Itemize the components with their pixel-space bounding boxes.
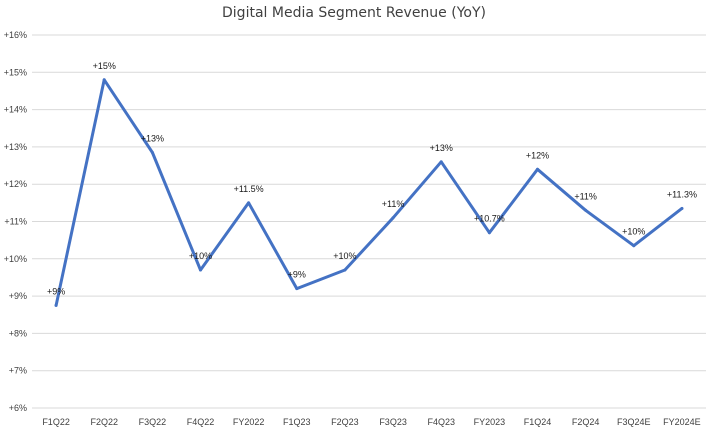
data-point — [102, 78, 106, 82]
data-labels: +9% +15% +13% +10% +11.5% +9% +10% +11% +13% +10.… — [47, 61, 697, 297]
data-label: +10% — [622, 227, 645, 237]
data-point — [487, 231, 491, 235]
data-point — [54, 303, 58, 307]
data-label: +15% — [93, 61, 116, 71]
x-tick-label: F3Q23 — [379, 417, 407, 427]
data-point — [295, 287, 299, 291]
data-label: +11% — [382, 199, 405, 209]
data-label: +9% — [288, 270, 306, 280]
x-axis-ticks: F1Q22 F2Q22 F3Q22 F4Q22 FY2022 F1Q23 F2Q23 F3Q2… — [42, 417, 700, 427]
x-tick-label: F4Q22 — [187, 417, 215, 427]
y-tick-label: +11% — [4, 217, 27, 227]
data-label: +10% — [189, 251, 212, 261]
gridlines — [32, 34, 706, 409]
data-label: +10.7% — [474, 214, 505, 224]
x-tick-label: F1Q22 — [42, 417, 70, 427]
x-tick-label: F2Q22 — [90, 417, 118, 427]
x-tick-label: F2Q24 — [572, 417, 600, 427]
y-tick-label: +16% — [4, 30, 27, 40]
y-tick-label: +14% — [4, 105, 27, 115]
x-tick-label: F3Q22 — [139, 417, 167, 427]
data-label: +13% — [141, 133, 164, 143]
series-line — [54, 78, 684, 307]
data-point — [439, 160, 443, 164]
data-point — [536, 167, 539, 171]
data-label: +11.5% — [234, 184, 264, 194]
x-tick-label: FY2023 — [474, 417, 506, 427]
data-point — [584, 208, 588, 212]
data-label: +11% — [574, 191, 597, 201]
y-tick-label: +12% — [4, 179, 27, 189]
data-point — [247, 201, 251, 205]
data-point — [680, 206, 684, 210]
x-tick-label: FY2022 — [233, 417, 265, 427]
x-tick-label: F2Q23 — [331, 417, 359, 427]
data-label: +11.3% — [667, 189, 697, 199]
data-point — [150, 150, 154, 154]
y-tick-label: +13% — [4, 142, 27, 152]
data-point — [391, 216, 395, 220]
y-tick-label: +7% — [9, 366, 27, 376]
x-tick-label: F1Q23 — [283, 417, 311, 427]
x-tick-label: FY2024E — [663, 417, 701, 427]
y-axis-ticks: +6% +7% +8% +9% +10% +11% +12% +13% +14% +15% +16% — [4, 30, 27, 413]
data-label: +12% — [526, 150, 549, 160]
data-point — [632, 244, 636, 248]
x-tick-label: F3Q24E — [617, 417, 651, 427]
x-tick-label: F1Q24 — [524, 417, 552, 427]
data-point — [199, 268, 202, 272]
data-point — [343, 268, 347, 272]
y-tick-label: +10% — [4, 254, 27, 264]
y-tick-label: +8% — [9, 328, 27, 338]
data-label: +10% — [333, 251, 356, 261]
y-tick-label: +6% — [9, 403, 27, 413]
chart-title: Digital Media Segment Revenue (YoY) — [222, 5, 486, 21]
x-tick-label: F4Q23 — [427, 417, 455, 427]
data-label: +9% — [47, 286, 65, 296]
series-lines — [54, 78, 684, 307]
data-label: +13% — [430, 143, 453, 153]
y-tick-label: +9% — [9, 291, 27, 301]
y-tick-label: +15% — [4, 67, 27, 77]
